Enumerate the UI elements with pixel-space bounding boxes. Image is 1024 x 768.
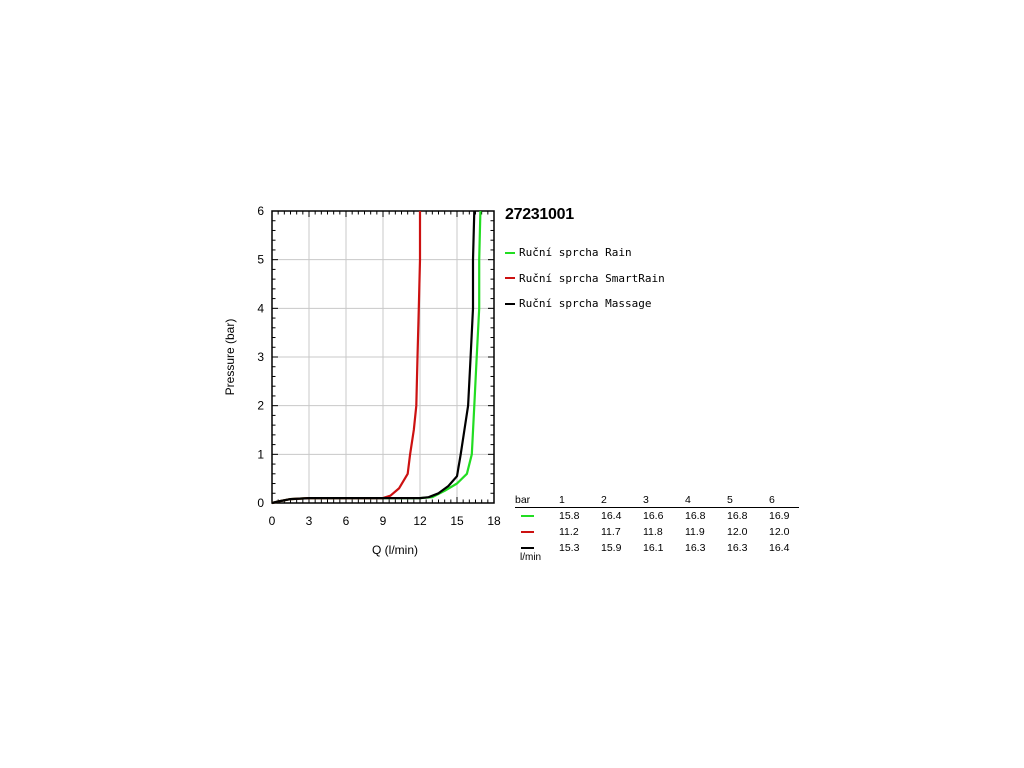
table-cell: 15.9	[601, 542, 622, 554]
legend-label-massage: Ruční sprcha Massage	[519, 297, 652, 311]
table-header-4: 4	[685, 494, 727, 508]
flow-table: bar 1 2 3 4 5 6 15.8 16.4 16.6 16.8 16.8…	[515, 494, 799, 556]
legend: Ruční sprcha Rain Ruční sprcha SmartRain…	[505, 240, 665, 317]
table-header-6: 6	[769, 494, 799, 508]
table-row-swatch	[515, 524, 559, 540]
x-tick-label: 12	[413, 514, 427, 528]
y-tick-label: 6	[257, 204, 264, 218]
x-tick-label: 0	[269, 514, 276, 528]
table-cell: 11.2	[559, 526, 579, 538]
table-cell: 16.4	[769, 542, 790, 554]
y-tick-label: 5	[257, 253, 264, 267]
legend-swatch-rain	[505, 251, 515, 254]
table-header-3: 3	[643, 494, 685, 508]
table-cell: 16.6	[643, 510, 664, 522]
table-cell: 16.8	[727, 510, 748, 522]
table-cell: 16.8	[685, 510, 706, 522]
swatch-rain	[521, 515, 534, 518]
y-tick-label: 1	[257, 447, 264, 461]
y-tick-label: 2	[257, 399, 264, 413]
table-cell: 15.8	[559, 510, 580, 522]
x-tick-label: 6	[343, 514, 350, 528]
plot-frame	[271, 210, 495, 504]
x-tick-label: 15	[450, 514, 464, 528]
table-cell: 16.3	[727, 542, 748, 554]
table-header-row: bar 1 2 3 4 5 6	[515, 494, 799, 508]
table-cell: 16.4	[601, 510, 622, 522]
table-cell: 11.8	[643, 526, 663, 538]
legend-swatch-smartrain	[505, 277, 515, 280]
x-tick-label: 9	[380, 514, 387, 528]
table-row-swatch	[515, 540, 559, 556]
swatch-smartrain	[521, 531, 534, 534]
table-cell: 16.1	[643, 542, 664, 554]
table-row: 11.2 11.7 11.8 11.9 12.0 12.0	[515, 524, 799, 540]
legend-label-rain: Ruční sprcha Rain	[519, 246, 632, 260]
table-cell: 15.3	[559, 542, 580, 554]
table-header-bar: bar	[515, 494, 559, 508]
y-tick-label: 0	[257, 496, 264, 510]
table-row: 15.3 15.9 16.1 16.3 16.3 16.4	[515, 540, 799, 556]
x-tick-label: 18	[487, 514, 501, 528]
table-header-1: 1	[559, 494, 601, 508]
table-cell: 16.3	[685, 542, 706, 554]
chart-title: 27231001	[505, 206, 574, 223]
table-header-2: 2	[601, 494, 643, 508]
legend-item-massage: Ruční sprcha Massage	[505, 291, 665, 317]
swatch-massage	[521, 547, 534, 550]
table-cell: 12.0	[769, 526, 790, 538]
legend-item-rain: Ruční sprcha Rain	[505, 240, 665, 266]
y-tick-label: 3	[257, 350, 264, 364]
y-tick-label: 4	[257, 301, 264, 315]
legend-item-smartrain: Ruční sprcha SmartRain	[505, 266, 665, 292]
table-header-5: 5	[727, 494, 769, 508]
legend-label-smartrain: Ruční sprcha SmartRain	[519, 271, 665, 285]
table-row: 15.8 16.4 16.6 16.8 16.8 16.9	[515, 508, 799, 525]
legend-swatch-massage	[505, 302, 515, 305]
table-cell: 12.0	[727, 526, 748, 538]
x-axis-label: Q (l/min)	[372, 543, 418, 557]
table-row-swatch	[515, 508, 559, 525]
table-cell: 11.7	[601, 526, 621, 538]
x-tick-label: 3	[306, 514, 313, 528]
table-cell: 11.9	[685, 526, 705, 538]
series-line-massage	[271, 210, 476, 505]
y-axis-label: Pressure (bar)	[223, 319, 237, 396]
table-unit-label: l/min	[520, 552, 542, 563]
table-cell: 16.9	[769, 510, 790, 522]
